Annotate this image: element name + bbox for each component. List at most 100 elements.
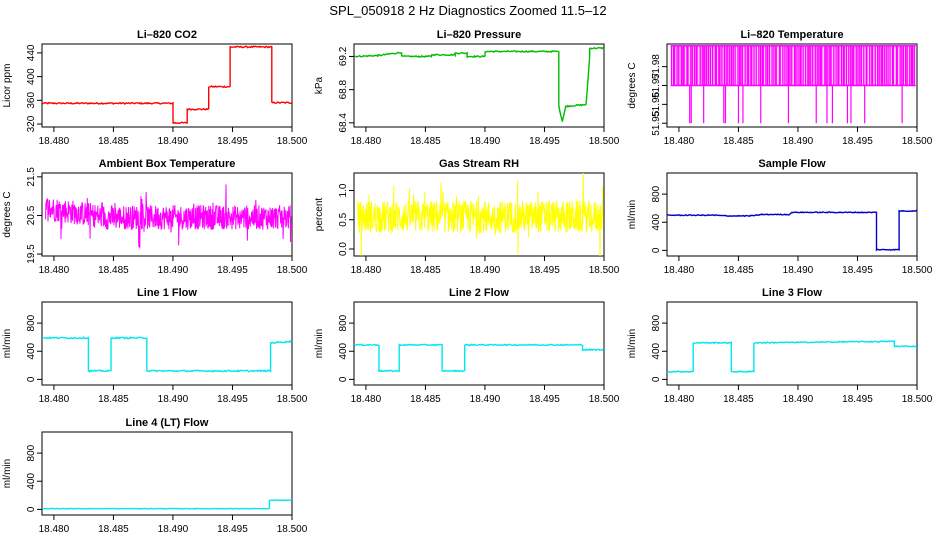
series-layer [667,209,917,252]
x-tick-label: 18.500 [277,136,308,147]
series-line [354,46,604,122]
plot-frame [666,172,918,257]
y-tick-label: 51.97 [651,73,662,98]
y-tick-label: 400 [338,342,349,359]
y-tick-label: 19.5 [26,244,37,264]
x-tick-label: 18.480 [351,136,382,147]
panel-title: Li–820 Temperature [740,29,843,41]
y-axis-label: ml/min [314,329,325,358]
x-tick-label: 18.500 [277,524,308,535]
x-tick-label: 18.485 [98,136,129,147]
x-tick-label: 18.485 [723,136,754,147]
panel-title: Line 3 Flow [762,287,822,299]
x-tick-label: 18.490 [470,136,501,147]
plot-frame [41,172,293,257]
panel-title: Li–820 Pressure [437,29,521,41]
panel-co2: Li–820 CO2 Licor ppm 18.480 18.485 18.490 18.… [2,29,308,147]
panel-title: Line 1 Flow [137,287,197,299]
y-axis-label: degrees C [627,62,638,108]
x-tick-label: 18.480 [39,265,70,276]
y-tick-label: 0 [26,376,37,382]
plot-frame [353,172,605,257]
series-layer [354,46,604,122]
y-tick-label: 360 [26,92,37,109]
x-tick-label: 18.490 [158,265,189,276]
y-tick-label: 800 [26,314,37,331]
x-tick-label: 18.500 [902,136,933,147]
panel-rh: Gas Stream RH percent 18.480 18.485 18.490 18… [314,158,620,276]
panel-title: Sample Flow [758,158,826,170]
series-line [357,173,604,256]
y-axis-label: ml/min [627,200,638,229]
series-line [42,336,292,373]
x-tick-label: 18.495 [217,265,248,276]
x-tick-label: 18.495 [217,394,248,405]
x-tick-label: 18.490 [470,265,501,276]
series-line [667,340,917,374]
y-axis-label: percent [314,198,325,232]
panel-temperature: Li–820 Temperature degrees C 18.480 18.485 1… [627,29,933,147]
series-layer [42,45,292,125]
x-tick-label: 18.490 [470,394,501,405]
panel-ambient: Ambient Box Temperature degrees C 18.480 18… [2,158,308,276]
panel-line1: Line 1 Flow ml/min 18.480 18.485 18.490 18.49… [2,287,308,405]
y-tick-label: 51.96 [651,91,662,116]
panel-title: Ambient Box Temperature [99,158,236,170]
x-tick-label: 18.480 [39,136,70,147]
x-tick-label: 18.495 [529,394,560,405]
y-tick-label: 1.0 [338,183,349,197]
x-tick-label: 18.480 [664,136,695,147]
x-tick-label: 18.495 [842,136,873,147]
y-tick-label: 400 [651,213,662,230]
y-tick-label: 400 [26,68,37,85]
plot-frame [41,301,293,386]
x-tick-label: 18.485 [98,524,129,535]
plot-frame [353,43,605,128]
x-tick-label: 18.500 [277,265,308,276]
x-tick-label: 18.480 [39,394,70,405]
y-tick-label: 400 [651,342,662,359]
y-tick-label: 800 [26,444,37,461]
x-tick-label: 18.485 [410,136,441,147]
y-axis-label: ml/min [627,329,638,358]
series-layer [670,45,916,124]
figure-title: SPL_050918 2 Hz Diagnostics Zoomed 11.5–… [329,3,606,18]
x-tick-label: 18.495 [529,265,560,276]
y-axis-label: Licor ppm [2,64,13,108]
y-tick-label: 0.5 [338,212,349,226]
x-tick-label: 18.485 [723,394,754,405]
x-tick-label: 18.495 [217,524,248,535]
plot-frame [41,431,293,516]
x-tick-label: 18.495 [529,136,560,147]
x-tick-label: 18.490 [158,136,189,147]
series-layer [354,343,604,373]
y-axis-label: ml/min [2,329,13,358]
series-layer [357,173,604,256]
x-tick-label: 18.500 [589,265,620,276]
y-tick-label: 0 [651,376,662,382]
x-tick-label: 18.500 [589,394,620,405]
x-tick-label: 18.485 [410,394,441,405]
x-tick-label: 18.485 [410,265,441,276]
plot-frame [41,43,293,128]
x-tick-label: 18.485 [98,265,129,276]
x-tick-label: 18.495 [842,265,873,276]
x-tick-label: 18.480 [351,394,382,405]
y-tick-label: 0 [338,376,349,382]
panel-line2: Line 2 Flow ml/min 18.480 18.485 18.490 18.49… [314,287,620,405]
x-tick-label: 18.490 [783,265,814,276]
y-tick-label: 20.5 [26,205,37,225]
panel-line4: Line 4 (LT) Flow ml/min 18.480 18.485 18.490… [2,417,308,535]
series-layer [45,184,292,249]
x-tick-label: 18.495 [842,394,873,405]
series-layer [42,336,292,373]
x-tick-label: 18.480 [39,524,70,535]
x-tick-label: 18.480 [664,265,695,276]
y-tick-label: 800 [651,314,662,331]
series-layer [667,340,917,374]
y-tick-label: 400 [26,472,37,489]
panel-title: Line 4 (LT) Flow [126,417,209,429]
plot-frame [353,301,605,386]
x-tick-label: 18.500 [277,394,308,405]
